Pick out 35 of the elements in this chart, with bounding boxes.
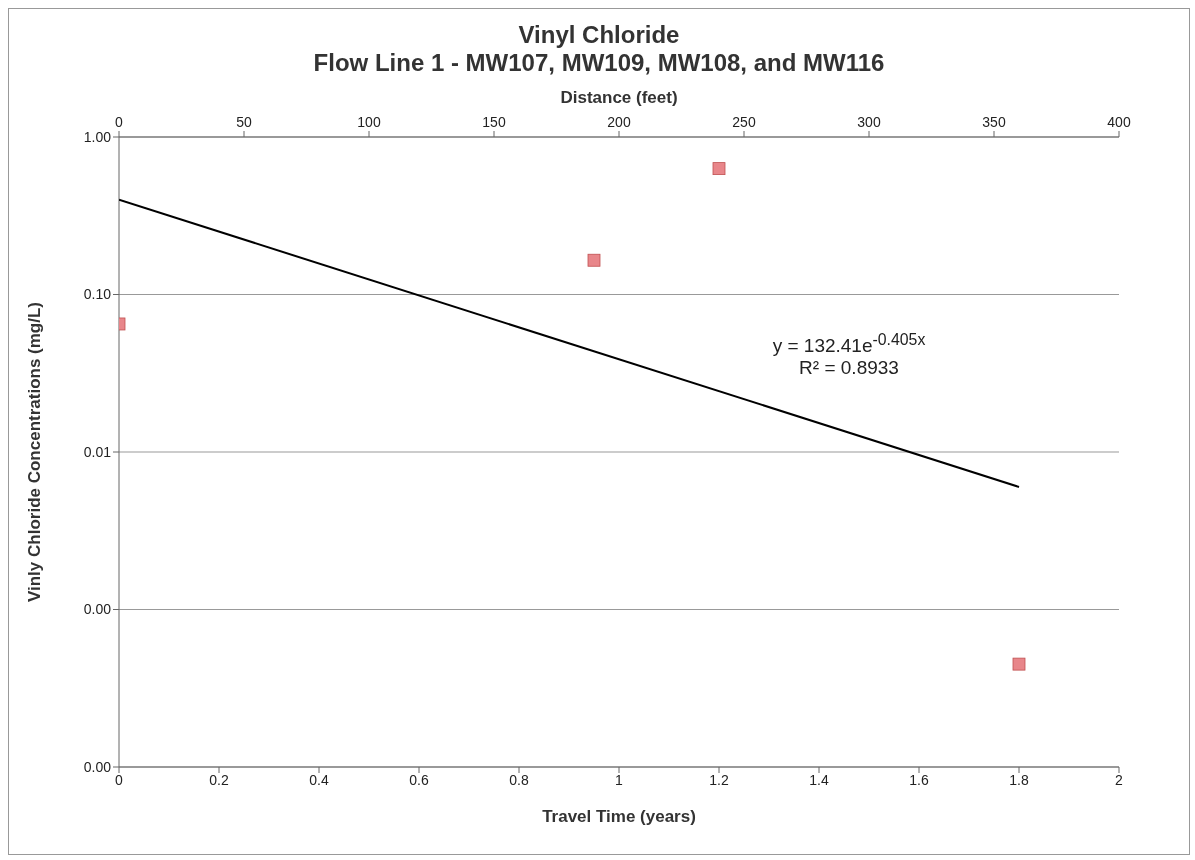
x-tick-label: 1.6 [909,771,929,788]
x2-tick-label: 150 [482,114,506,130]
x-tick-label: 1.2 [709,771,729,788]
point [712,162,726,175]
x-tick-label: 0.8 [509,771,529,788]
x2-tick-label: 300 [857,114,881,130]
x2-tick-label: 0 [115,114,124,130]
y-tick-label: 1.00 [83,128,112,145]
y-axis-title: Vinly Chloride Concentrations (mg/L) [25,301,45,603]
point [587,253,601,267]
x-tick-label: 0.4 [309,771,329,788]
x2-tick-label: 100 [357,114,381,130]
x-tick-label: 1 [615,771,624,788]
point [1012,657,1026,671]
x-tick-label: 0.2 [209,771,229,788]
y-tick-label: 0.00 [83,601,112,618]
x-axis-title: Travel Time (years) [542,807,696,826]
annotation: y = 132.41e$^{-0.405x}$ [771,331,927,358]
x2-tick-label: 400 [1107,114,1131,130]
x2-axis-title: Distance (feet) [560,88,678,107]
x-tick-label: 0.6 [409,771,429,788]
x-tick-label: 1.8 [1009,771,1029,788]
y-tick-label: 0.10 [83,286,112,303]
y-tick-label: 0.00 [83,758,112,775]
x2-tick-label: 250 [732,114,756,130]
x2-tick-label: 350 [982,114,1006,130]
x2-tick-label: 50 [236,114,252,130]
x-tick-label: 1.4 [809,771,829,788]
chart-subtitle: Flow Line 1 - MW107, MW109, MW108, and MW116 [312,49,886,77]
x2-tick-label: 200 [607,114,631,130]
annotation: R² = 0.8933 [798,357,900,379]
x-tick-label: 2 [1115,771,1124,788]
x-tick-label: 0 [115,771,124,788]
chart-title: Vinyl Chloride [517,21,681,49]
y-tick-label: 0.01 [83,443,112,460]
